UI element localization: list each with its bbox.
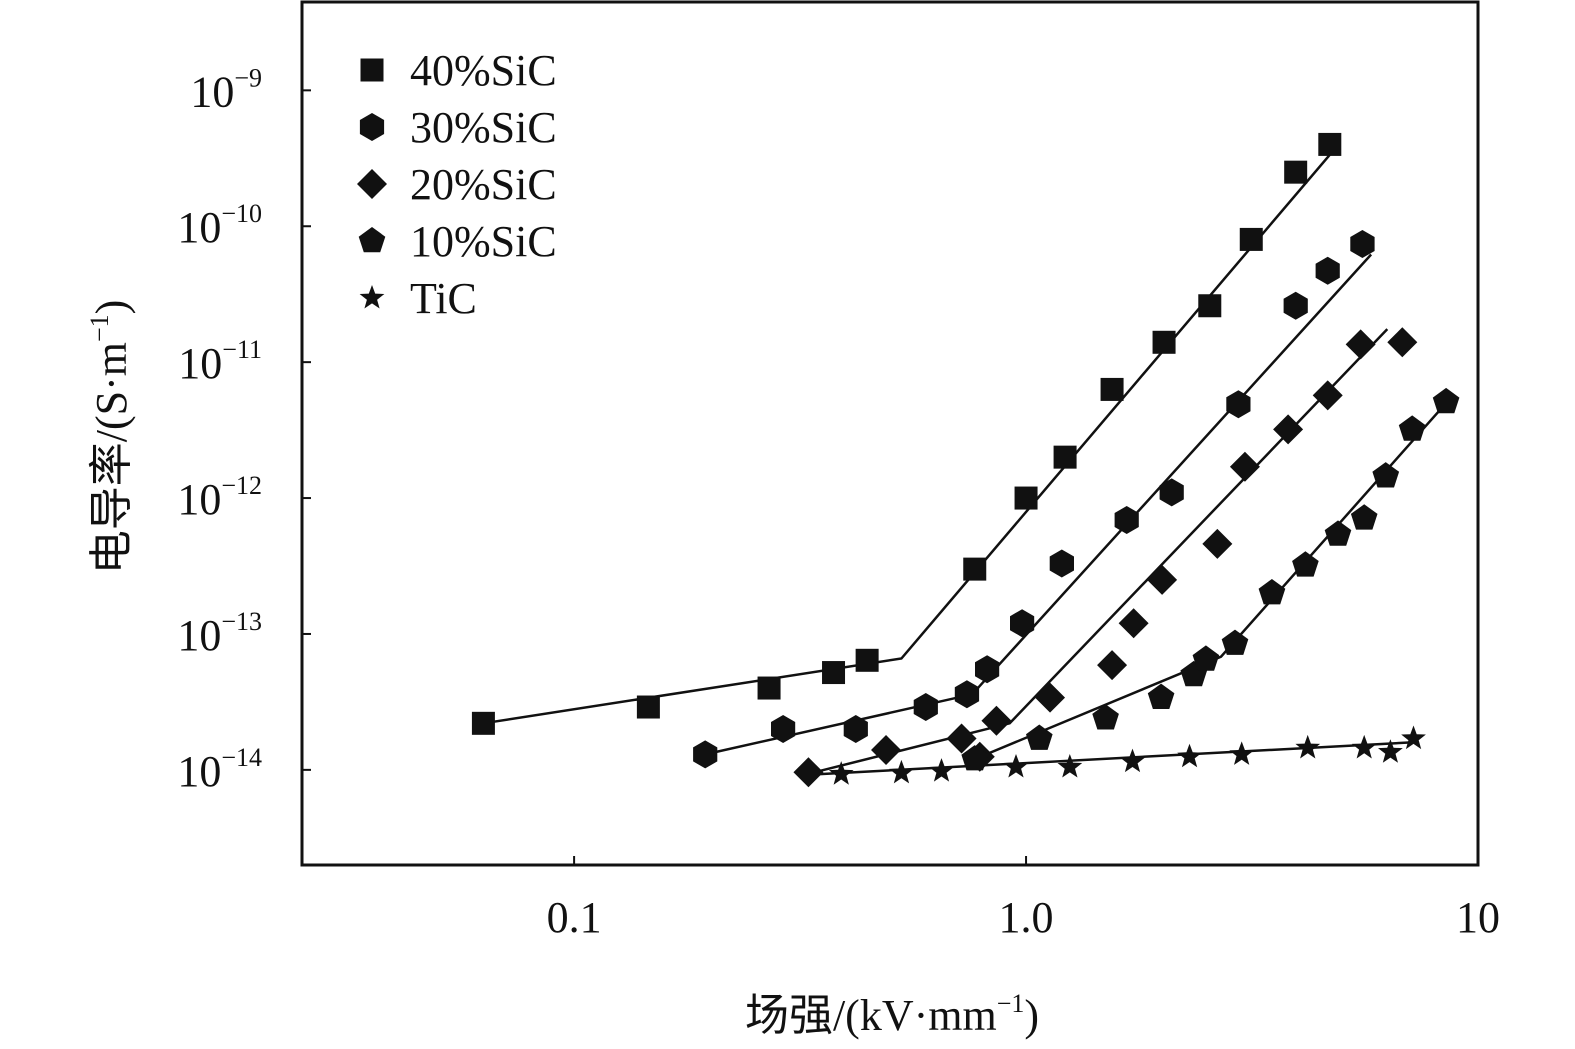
fit-line-30pct-sic xyxy=(704,253,1373,756)
legend-marker-square xyxy=(360,58,384,82)
legend-label: 30%SiC xyxy=(410,103,557,152)
fit-line-tic xyxy=(819,740,1417,776)
data-point-square xyxy=(822,661,846,685)
data-point-pentagon xyxy=(1432,387,1460,414)
data-point-hexagon xyxy=(1350,230,1375,258)
data-point-diamond xyxy=(1229,451,1260,482)
legend-marker-star xyxy=(359,285,385,309)
legend-marker-pentagon xyxy=(358,227,386,253)
data-point-star xyxy=(1120,748,1145,773)
data-point-square xyxy=(1239,227,1263,251)
data-point-pentagon xyxy=(1398,415,1426,441)
data-point-pentagon xyxy=(961,745,989,771)
data-point-diamond xyxy=(1387,327,1418,358)
ticks-layer: 0.1 1.0 10 10−9 10−10 10−11 10−12 10−13 10−14 xyxy=(177,63,1500,942)
x-tick-label: 10 xyxy=(1456,893,1500,942)
data-point-pentagon xyxy=(1026,724,1053,750)
data-point-hexagon xyxy=(843,715,868,743)
legend-label: 40%SiC xyxy=(410,46,557,95)
y-tick-label: 10−11 xyxy=(178,335,262,388)
legend-marker-diamond xyxy=(357,169,387,199)
data-point-square xyxy=(1284,160,1308,184)
data-point-pentagon xyxy=(1221,629,1249,655)
data-point-diamond xyxy=(981,705,1012,736)
data-point-square xyxy=(1014,486,1038,510)
axes-layer xyxy=(300,0,1480,867)
fit-line-40pct-sic xyxy=(483,151,1333,725)
legend-label: TiC xyxy=(410,274,477,323)
x-tick-label: 1.0 xyxy=(999,893,1054,942)
legend-marker-hexagon xyxy=(359,113,385,141)
data-point-diamond xyxy=(871,735,902,766)
data-point-diamond xyxy=(1202,528,1233,559)
data-point-hexagon xyxy=(1283,291,1308,320)
plot-frame xyxy=(300,0,1480,867)
data-point-square xyxy=(855,648,879,672)
data-point-hexagon xyxy=(693,740,718,769)
markers-layer xyxy=(471,132,1460,788)
data-point-star xyxy=(889,759,914,784)
data-point-square xyxy=(1198,294,1222,318)
data-point-star xyxy=(1351,734,1377,759)
data-point-diamond xyxy=(946,723,977,754)
data-point-hexagon xyxy=(1226,390,1251,419)
data-point-hexagon xyxy=(1049,549,1074,578)
data-point-hexagon xyxy=(1315,256,1340,285)
data-point-hexagon xyxy=(975,655,1000,684)
data-point-star xyxy=(828,761,854,785)
data-point-hexagon xyxy=(771,715,796,743)
data-point-diamond xyxy=(793,757,824,788)
data-point-pentagon xyxy=(1147,683,1175,709)
data-point-star xyxy=(1401,725,1426,750)
data-point-star xyxy=(1295,734,1321,759)
data-point-square xyxy=(963,557,987,581)
data-point-diamond xyxy=(1273,414,1304,445)
data-point-diamond xyxy=(1118,608,1149,639)
x-axis-title: 场强/(kV·mm−1) xyxy=(745,989,1039,1040)
data-point-square xyxy=(471,711,495,735)
data-point-pentagon xyxy=(1372,462,1400,488)
data-point-hexagon xyxy=(954,680,980,709)
fit-line-10pct-sic xyxy=(974,402,1448,761)
legend-label: 10%SiC xyxy=(410,217,557,266)
data-point-hexagon xyxy=(1114,506,1139,534)
data-point-square xyxy=(1053,445,1077,469)
y-tick-label: 10−10 xyxy=(177,199,262,252)
y-tick-label: 10−13 xyxy=(177,607,262,660)
data-point-square xyxy=(757,676,781,700)
data-point-diamond xyxy=(1147,564,1178,595)
data-point-pentagon xyxy=(1292,551,1319,577)
data-point-diamond xyxy=(1035,682,1066,713)
data-point-star xyxy=(1177,743,1202,768)
x-tick-label: 0.1 xyxy=(547,893,602,942)
data-point-hexagon xyxy=(1010,609,1035,638)
data-point-star xyxy=(929,758,954,782)
fit-lines-layer xyxy=(483,151,1448,776)
data-point-diamond xyxy=(1097,650,1128,681)
legend: 40%SiC 30%SiC 20%SiC 10%SiC TiC xyxy=(357,46,557,323)
y-tick-label: 10−9 xyxy=(190,63,262,116)
data-point-hexagon xyxy=(1159,478,1184,507)
data-point-star xyxy=(1378,739,1403,763)
data-point-hexagon xyxy=(913,693,938,721)
data-point-star xyxy=(1057,754,1083,778)
y-tick-label: 10−14 xyxy=(177,743,262,796)
data-point-diamond xyxy=(1345,329,1376,360)
data-point-pentagon xyxy=(1324,520,1352,546)
y-axis-title: 电导率/(S·m−1) xyxy=(85,300,136,575)
data-point-pentagon xyxy=(1092,704,1119,730)
data-point-pentagon xyxy=(1350,504,1378,530)
legend-label: 20%SiC xyxy=(410,160,557,209)
data-point-star xyxy=(1229,741,1254,765)
y-tick-label: 10−12 xyxy=(177,471,262,524)
data-point-square xyxy=(1318,132,1342,156)
data-point-square xyxy=(636,695,660,719)
data-point-pentagon xyxy=(1258,579,1286,605)
data-point-square xyxy=(1152,330,1176,354)
data-point-diamond xyxy=(1312,380,1343,411)
data-point-pentagon xyxy=(1192,645,1220,671)
data-point-star xyxy=(1003,754,1029,778)
data-point-square xyxy=(1100,377,1124,401)
